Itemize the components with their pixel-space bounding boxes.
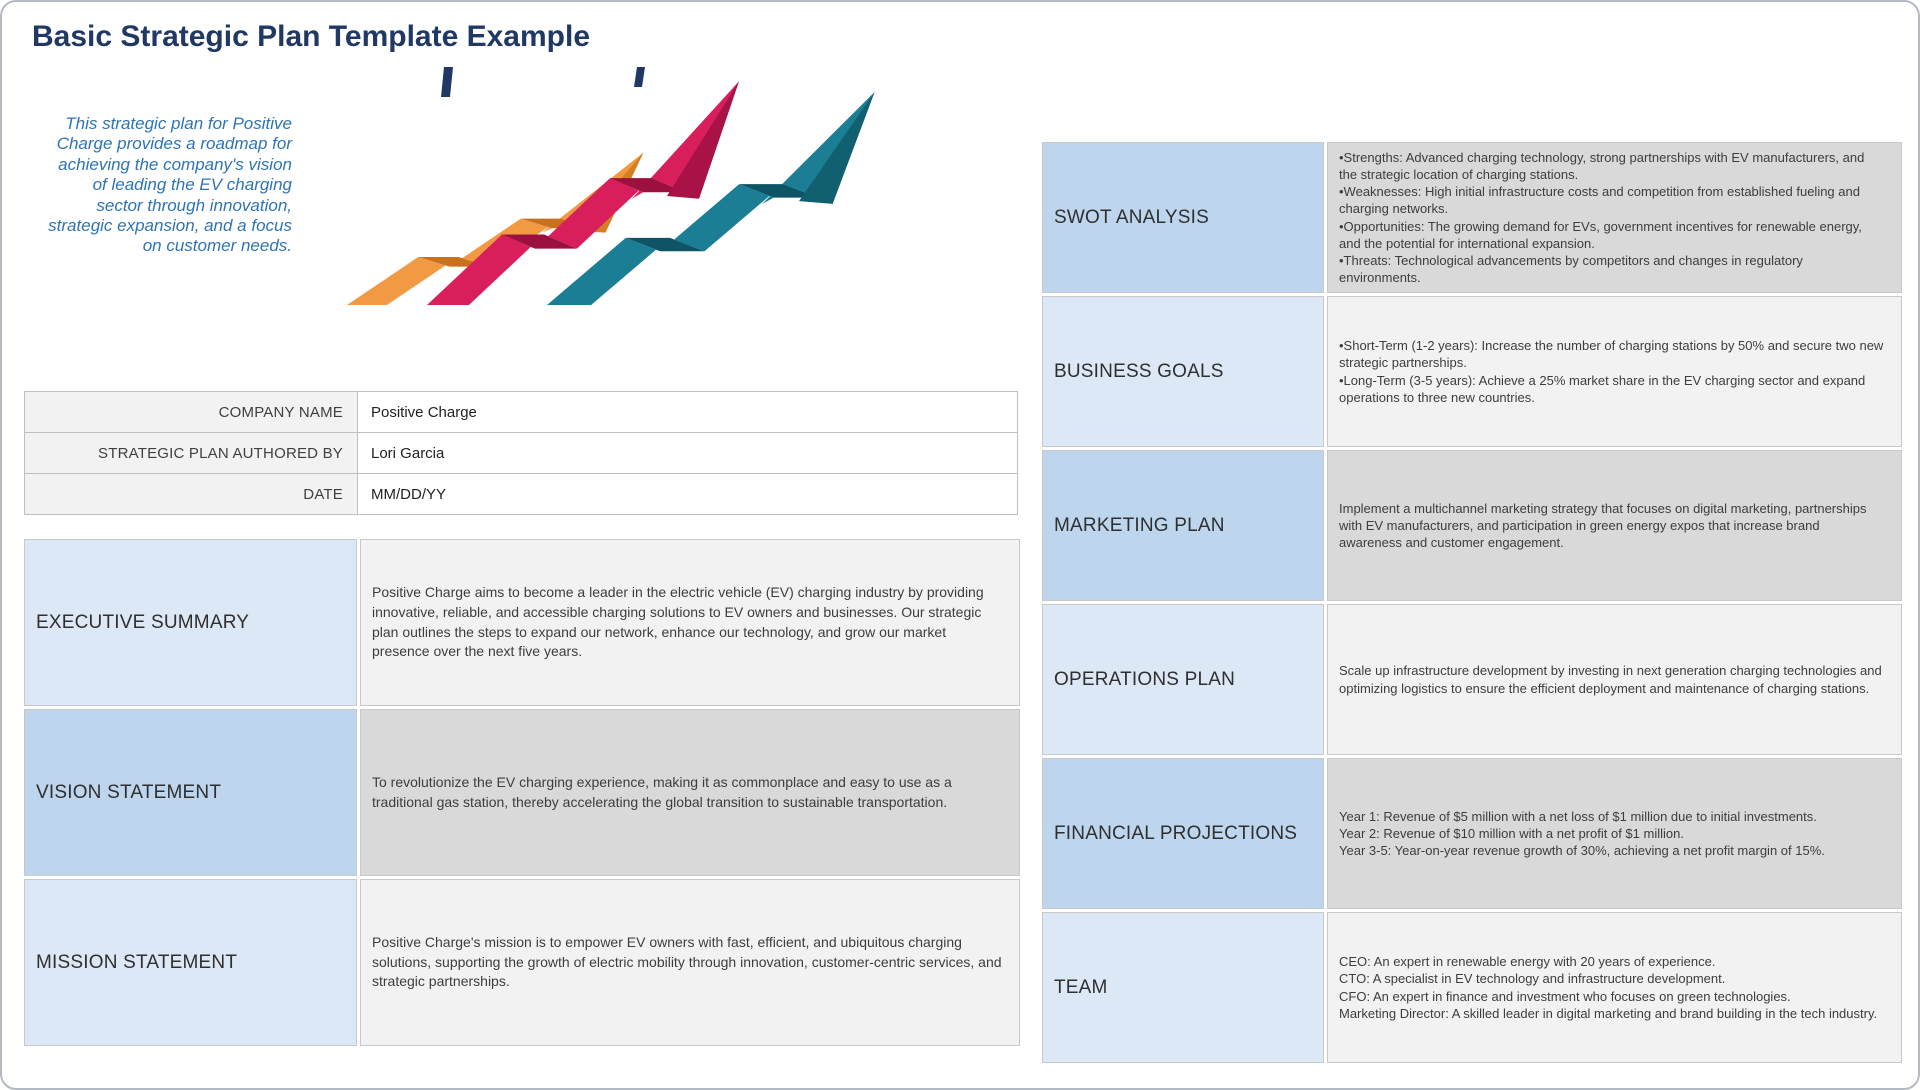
section-content-mission-statement[interactable]: Positive Charge's mission is to empower …: [360, 879, 1020, 1046]
right-sections-table: SWOT ANALYSIS •Strengths: Advanced charg…: [1042, 142, 1902, 1063]
section-label-financial-projections: FINANCIAL PROJECTIONS: [1042, 758, 1324, 909]
section-label-vision-statement: VISION STATEMENT: [24, 709, 357, 876]
section-content-swot-analysis[interactable]: •Strengths: Advanced charging technology…: [1327, 142, 1902, 293]
section-label-marketing-plan: MARKETING PLAN: [1042, 450, 1324, 601]
section-label-mission-statement: MISSION STATEMENT: [24, 879, 357, 1046]
intro-paragraph: This strategic plan for Positive Charge …: [48, 114, 292, 256]
navy-accent-icon: [634, 67, 645, 87]
info-label-date: DATE: [25, 474, 358, 515]
growth-arrows-graphic: [347, 67, 875, 306]
section-label-executive-summary: EXECUTIVE SUMMARY: [24, 539, 357, 706]
info-label-company-name: COMPANY NAME: [25, 392, 358, 433]
info-value-date[interactable]: MM/DD/YY: [358, 474, 1018, 515]
section-label-operations-plan: OPERATIONS PLAN: [1042, 604, 1324, 755]
crimson-arrow-icon: [427, 81, 739, 305]
info-value-authored-by[interactable]: Lori Garcia: [358, 433, 1018, 474]
section-content-operations-plan[interactable]: Scale up infrastructure development by i…: [1327, 604, 1902, 755]
navy-accent-icon: [441, 67, 453, 97]
left-sections-table: EXECUTIVE SUMMARY Positive Charge aims t…: [24, 539, 1020, 1046]
section-label-business-goals: BUSINESS GOALS: [1042, 296, 1324, 447]
info-value-company-name[interactable]: Positive Charge: [358, 392, 1018, 433]
section-label-team: TEAM: [1042, 912, 1324, 1063]
section-content-marketing-plan[interactable]: Implement a multichannel marketing strat…: [1327, 450, 1902, 601]
section-content-business-goals[interactable]: •Short-Term (1-2 years): Increase the nu…: [1327, 296, 1902, 447]
section-content-team[interactable]: CEO: An expert in renewable energy with …: [1327, 912, 1902, 1063]
section-content-financial-projections[interactable]: Year 1: Revenue of $5 million with a net…: [1327, 758, 1902, 909]
company-info-table: COMPANY NAME Positive Charge STRATEGIC P…: [24, 391, 1018, 515]
section-content-vision-statement[interactable]: To revolutionize the EV charging experie…: [360, 709, 1020, 876]
info-label-authored-by: STRATEGIC PLAN AUTHORED BY: [25, 433, 358, 474]
teal-arrow-icon: [547, 91, 875, 306]
section-label-swot-analysis: SWOT ANALYSIS: [1042, 142, 1324, 293]
page-title: Basic Strategic Plan Template Example: [32, 20, 591, 53]
section-content-executive-summary[interactable]: Positive Charge aims to become a leader …: [360, 539, 1020, 706]
